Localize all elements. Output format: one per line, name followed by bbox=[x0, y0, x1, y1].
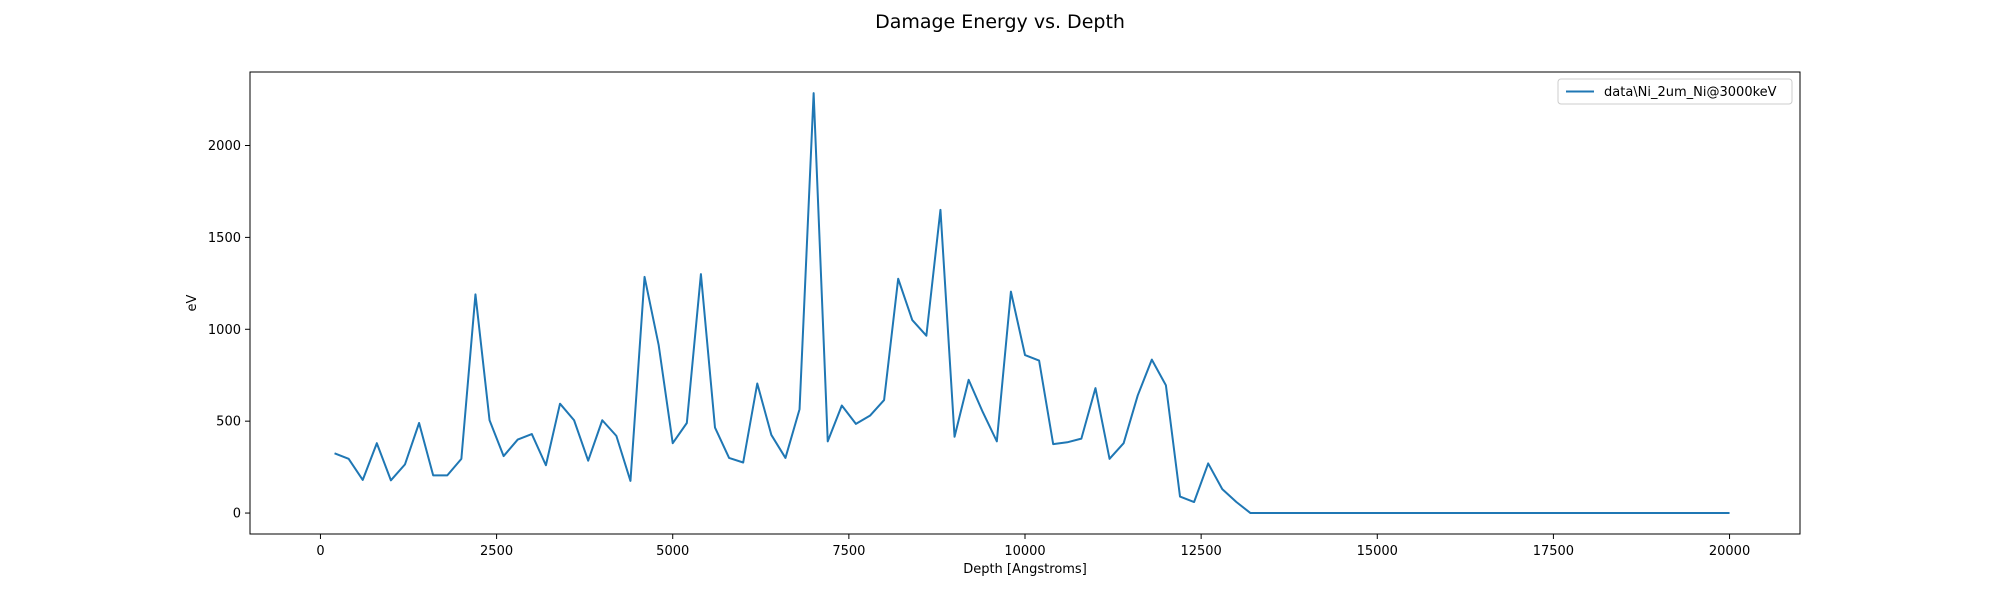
x-axis-ticks: 0 2500 5000 7500 10000 12500 15000 17500 20000 bbox=[316, 534, 1750, 559]
series-line-0 bbox=[334, 92, 1730, 515]
x-tick-label: 7500 bbox=[832, 544, 865, 559]
y-tick-label: 2000 bbox=[208, 139, 241, 154]
x-tick-label: 12500 bbox=[1180, 544, 1221, 559]
y-tick-label: 1500 bbox=[208, 231, 241, 246]
y-axis-ticks: 0 500 1000 1500 2000 bbox=[208, 139, 250, 522]
x-tick-label: 17500 bbox=[1533, 544, 1574, 559]
chart-title: Damage Energy vs. Depth bbox=[875, 11, 1125, 33]
plot-area bbox=[334, 92, 1730, 515]
x-tick-label: 20000 bbox=[1709, 544, 1750, 559]
y-tick-label: 0 bbox=[233, 507, 241, 522]
x-tick-label: 10000 bbox=[1004, 544, 1045, 559]
legend: data\Ni_2um_Ni@3000keV bbox=[1557, 78, 1793, 105]
x-axis-label: Depth [Angstroms] bbox=[963, 562, 1087, 577]
legend-series-label: data\Ni_2um_Ni@3000keV bbox=[1604, 85, 1777, 100]
x-tick-label: 5000 bbox=[656, 544, 689, 559]
x-tick-label: 0 bbox=[316, 544, 324, 559]
axes-frame bbox=[249, 71, 1801, 535]
y-tick-label: 500 bbox=[216, 415, 241, 430]
x-tick-label: 15000 bbox=[1357, 544, 1398, 559]
x-tick-label: 2500 bbox=[480, 544, 513, 559]
y-tick-label: 1000 bbox=[208, 323, 241, 338]
y-axis-label: eV bbox=[185, 294, 200, 311]
legend-box bbox=[1557, 78, 1793, 105]
